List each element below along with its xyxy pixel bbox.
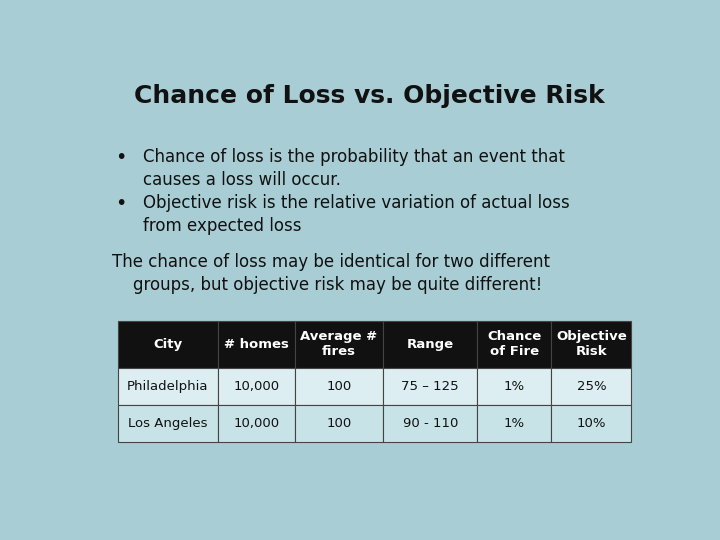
Bar bbox=[118, 405, 217, 442]
Bar bbox=[383, 405, 477, 442]
Bar bbox=[383, 321, 477, 368]
Bar bbox=[477, 405, 552, 442]
Text: Chance of loss is the probability that an event that: Chance of loss is the probability that a… bbox=[143, 148, 565, 166]
Text: 75 – 125: 75 – 125 bbox=[401, 380, 459, 393]
Text: Los Angeles: Los Angeles bbox=[128, 417, 207, 430]
Bar bbox=[383, 368, 477, 405]
Bar bbox=[294, 368, 383, 405]
Text: Chance of Loss vs. Objective Risk: Chance of Loss vs. Objective Risk bbox=[134, 84, 604, 107]
Text: 100: 100 bbox=[326, 380, 351, 393]
Text: The chance of loss may be identical for two different: The chance of loss may be identical for … bbox=[112, 253, 550, 271]
Bar bbox=[294, 405, 383, 442]
Text: causes a loss will occur.: causes a loss will occur. bbox=[143, 171, 341, 189]
Bar bbox=[552, 368, 631, 405]
Bar bbox=[477, 321, 552, 368]
Bar bbox=[118, 368, 217, 405]
Bar bbox=[217, 368, 294, 405]
Text: 10%: 10% bbox=[577, 417, 606, 430]
Text: 100: 100 bbox=[326, 417, 351, 430]
Bar bbox=[294, 321, 383, 368]
Text: •: • bbox=[115, 148, 127, 167]
Bar bbox=[217, 405, 294, 442]
Text: •: • bbox=[115, 194, 127, 213]
Text: Philadelphia: Philadelphia bbox=[127, 380, 209, 393]
Bar bbox=[477, 368, 552, 405]
Text: 90 - 110: 90 - 110 bbox=[402, 417, 458, 430]
Text: 10,000: 10,000 bbox=[233, 380, 279, 393]
Text: 10,000: 10,000 bbox=[233, 417, 279, 430]
Text: Average #
fires: Average # fires bbox=[300, 330, 377, 359]
Bar bbox=[217, 321, 294, 368]
Bar bbox=[552, 405, 631, 442]
Bar bbox=[552, 321, 631, 368]
Text: Range: Range bbox=[407, 338, 454, 351]
Text: groups, but objective risk may be quite different!: groups, but objective risk may be quite … bbox=[112, 276, 543, 294]
Text: Objective
Risk: Objective Risk bbox=[556, 330, 626, 359]
Text: 25%: 25% bbox=[577, 380, 606, 393]
Text: Objective risk is the relative variation of actual loss: Objective risk is the relative variation… bbox=[143, 194, 570, 212]
Text: City: City bbox=[153, 338, 182, 351]
Text: 1%: 1% bbox=[504, 417, 525, 430]
Text: from expected loss: from expected loss bbox=[143, 217, 302, 235]
Text: # homes: # homes bbox=[224, 338, 289, 351]
Text: Chance
of Fire: Chance of Fire bbox=[487, 330, 541, 359]
Text: 1%: 1% bbox=[504, 380, 525, 393]
Bar bbox=[118, 321, 217, 368]
